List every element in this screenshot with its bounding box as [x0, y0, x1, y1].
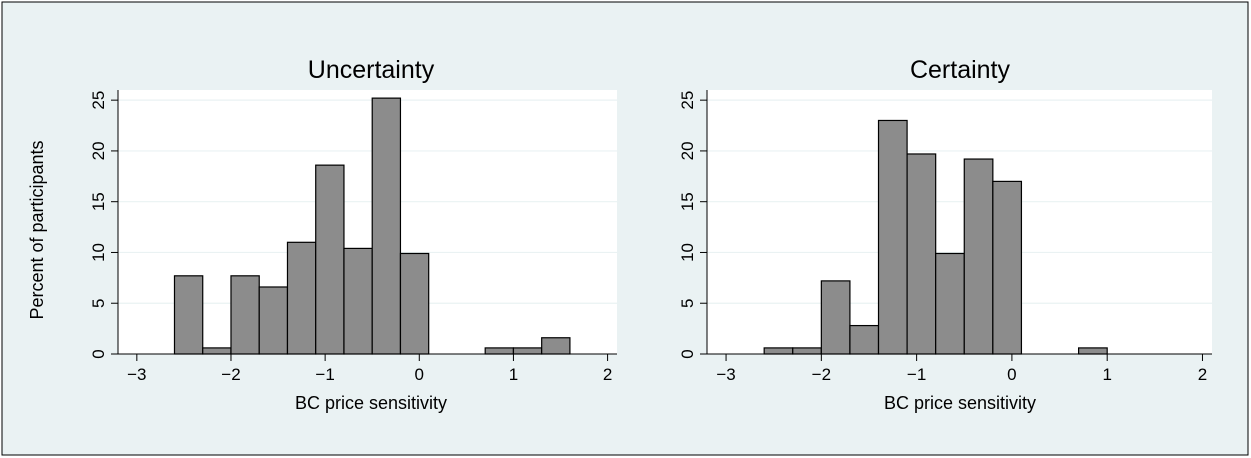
y-tick-label: 10 — [678, 243, 697, 262]
x-tick-label: −1 — [907, 365, 926, 384]
y-tick-label: 20 — [678, 141, 697, 160]
x-tick-label: 0 — [415, 365, 424, 384]
histogram-bar — [286, 241, 317, 355]
histogram-bar — [512, 347, 543, 355]
histogram-bar — [315, 164, 345, 355]
histogram-bar — [230, 275, 260, 355]
histogram-bar — [992, 180, 1023, 355]
histogram-bar — [820, 280, 851, 355]
panel-certainty: Certainty BC price sensitivity 051015202… — [678, 56, 1212, 413]
x-axis-label: BC price sensitivity — [884, 393, 1036, 413]
histogram-bar — [935, 252, 965, 355]
y-tick-label: 25 — [678, 91, 697, 110]
x-tick-label: 1 — [509, 365, 518, 384]
y-axis-label: Percent of participants — [27, 140, 47, 319]
y-tick-label: 15 — [89, 192, 108, 211]
histogram-bar — [1078, 347, 1108, 355]
x-tick-label: −1 — [315, 365, 334, 384]
y-tick-label: 20 — [89, 141, 108, 160]
histogram-bar — [343, 247, 373, 355]
y-tick-label: 5 — [678, 298, 697, 307]
x-tick-label: −2 — [221, 365, 240, 384]
histogram-bar — [371, 97, 402, 355]
panel-title: Uncertainty — [308, 56, 435, 84]
x-tick-label: −3 — [127, 365, 146, 384]
x-tick-label: −3 — [716, 365, 735, 384]
y-tick-label: 0 — [89, 349, 108, 358]
panel-uncertainty: Uncertainty BC price sensitivity 0510152… — [89, 56, 617, 413]
x-axis-label: BC price sensitivity — [295, 393, 447, 413]
panel-title: Certainty — [910, 56, 1011, 84]
y-tick-label: 25 — [89, 91, 108, 110]
y-tick-label: 10 — [89, 243, 108, 262]
y-tick-label: 5 — [89, 298, 108, 307]
y-tick-label: 15 — [678, 192, 697, 211]
histogram-bar — [963, 158, 994, 355]
histogram-bar — [877, 119, 908, 355]
x-tick-label: −2 — [812, 365, 831, 384]
x-tick-label: 0 — [1007, 365, 1016, 384]
y-tick-label: 0 — [678, 349, 697, 358]
x-tick-label: 2 — [603, 365, 612, 384]
histogram-bar — [792, 347, 822, 355]
histogram-bar — [849, 324, 880, 355]
histogram-bar — [173, 275, 204, 355]
x-tick-label: 1 — [1102, 365, 1111, 384]
histogram-bar — [906, 153, 937, 355]
histogram-bar — [399, 252, 430, 355]
histogram-bar — [763, 347, 794, 355]
histogram-bar — [258, 286, 289, 355]
histogram-bar — [484, 347, 515, 355]
x-tick-label: 2 — [1198, 365, 1207, 384]
histogram-bar — [202, 347, 232, 355]
histogram-bar — [541, 337, 571, 355]
